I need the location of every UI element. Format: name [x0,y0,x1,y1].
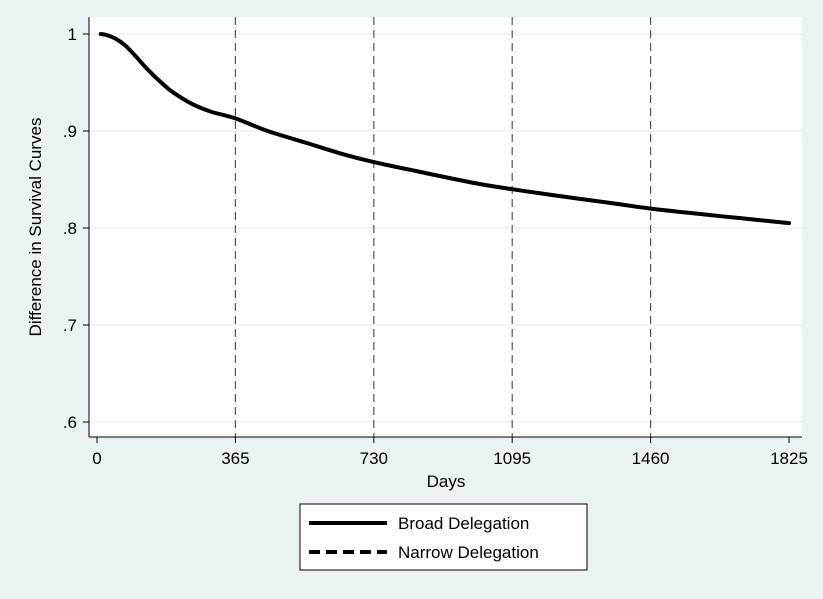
plot-area [89,17,802,437]
legend-label-narrow-delegation: Narrow Delegation [398,543,539,562]
y-tick-label: .8 [63,219,77,238]
y-tick-label: 1 [68,25,77,44]
legend-box [299,503,588,571]
y-axis-ticks: .6 .7 .8 .9 1 [63,25,89,432]
x-tick-label: 365 [221,449,249,468]
y-tick-label: .7 [63,316,77,335]
reference-lines [234,17,652,437]
x-axis-ticks: 0 365 730 1095 1460 1825 [92,437,808,468]
x-tick-label: 1095 [493,449,531,468]
legend: Broad Delegation Narrow Delegation [299,503,588,571]
y-axis-title: Difference in Survival Curves [26,118,45,337]
gridlines [89,33,802,423]
y-tick-label: .6 [63,413,77,432]
x-tick-label: 1460 [632,449,670,468]
y-tick-label: .9 [63,122,77,141]
x-tick-label: 1825 [770,449,808,468]
x-tick-label: 0 [92,449,101,468]
x-tick-label: 730 [360,449,388,468]
legend-label-broad-delegation: Broad Delegation [398,514,529,533]
x-axis-title: Days [427,472,466,491]
series-line-broad-delegation [98,32,791,226]
series-group [98,32,791,226]
